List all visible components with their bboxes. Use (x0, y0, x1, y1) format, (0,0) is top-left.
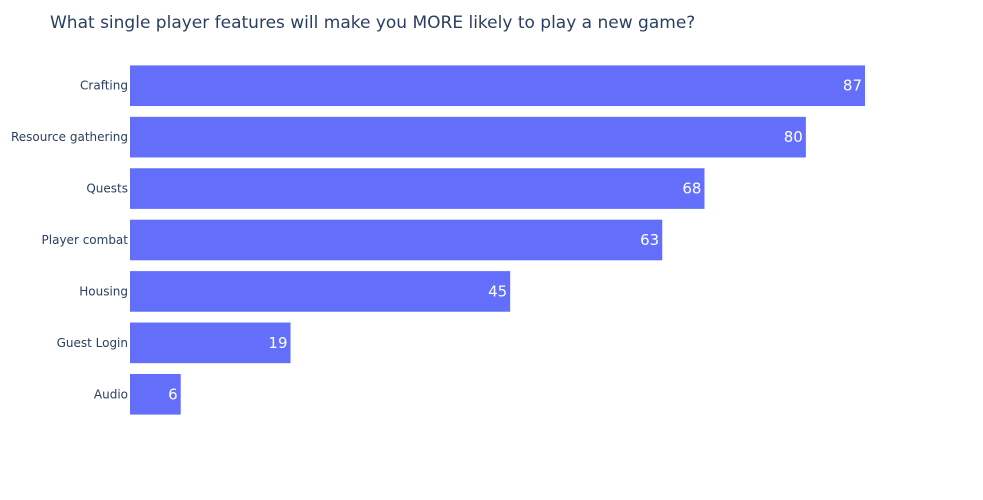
data-labels-group: 87 80 68 63 45 19 6 (168, 77, 862, 404)
y-tick-label: Guest Login (57, 336, 128, 350)
bar-value-label: 19 (268, 334, 287, 352)
y-tick-label: Housing (79, 284, 128, 298)
bar-quests (130, 168, 705, 209)
y-tick-label: Player combat (42, 233, 129, 247)
y-tick-label: Resource gathering (11, 130, 128, 144)
bar-resource-gathering (130, 116, 806, 158)
chart-title: What single player features will make yo… (50, 13, 696, 33)
bar-audio (130, 373, 181, 415)
y-tick-label: Quests (86, 182, 128, 196)
bar-value-label: 6 (168, 385, 178, 403)
bar-housing (130, 271, 511, 312)
bar-value-label: 68 (682, 180, 701, 198)
y-axis-tick-labels: Crafting Resource gathering Quests Player c… (11, 79, 128, 402)
bar-value-label: 80 (784, 128, 803, 146)
bar-value-label: 63 (640, 231, 659, 249)
bar-player-combat (130, 219, 663, 261)
bar-value-label: 45 (488, 282, 507, 300)
y-tick-label: Audio (94, 387, 128, 401)
bar-guest-login (130, 322, 291, 364)
bar-value-label: 87 (843, 77, 862, 95)
y-tick-label: Crafting (80, 79, 128, 93)
bars-group (130, 65, 865, 415)
bar-crafting (130, 65, 865, 107)
